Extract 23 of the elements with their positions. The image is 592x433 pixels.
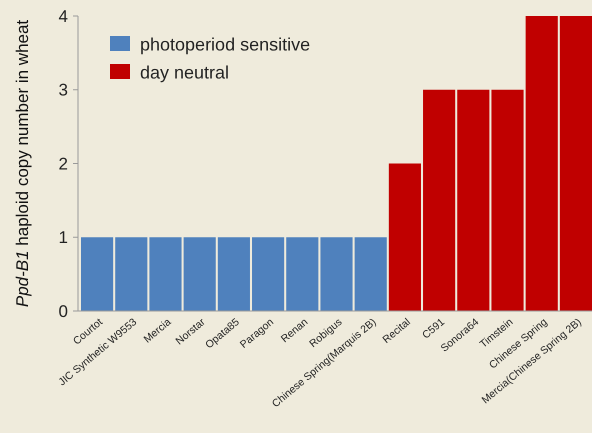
bar: [115, 237, 148, 311]
bar: [560, 16, 592, 311]
bar: [149, 237, 182, 311]
y-axis-title: Ppd-B1 haploid copy number in wheat: [13, 20, 32, 308]
y-tick-label: 3: [58, 80, 68, 100]
bar: [286, 237, 318, 311]
y-tick-label: 4: [58, 6, 68, 26]
y-tick-label: 1: [58, 228, 68, 248]
legend-label: photoperiod sensitive: [140, 34, 310, 54]
y-tick-label: 0: [58, 302, 68, 321]
legend-label: day neutral: [140, 62, 230, 82]
bar: [252, 237, 284, 311]
bar: [218, 237, 250, 311]
bar: [81, 237, 114, 311]
bar: [320, 237, 353, 311]
bar: [457, 90, 490, 311]
bar: [184, 237, 216, 311]
bar: [388, 164, 421, 311]
bar: [354, 237, 387, 311]
y-tick-label: 2: [58, 154, 68, 174]
bar: [491, 90, 524, 311]
bar: [526, 16, 558, 311]
bar: [423, 90, 456, 311]
